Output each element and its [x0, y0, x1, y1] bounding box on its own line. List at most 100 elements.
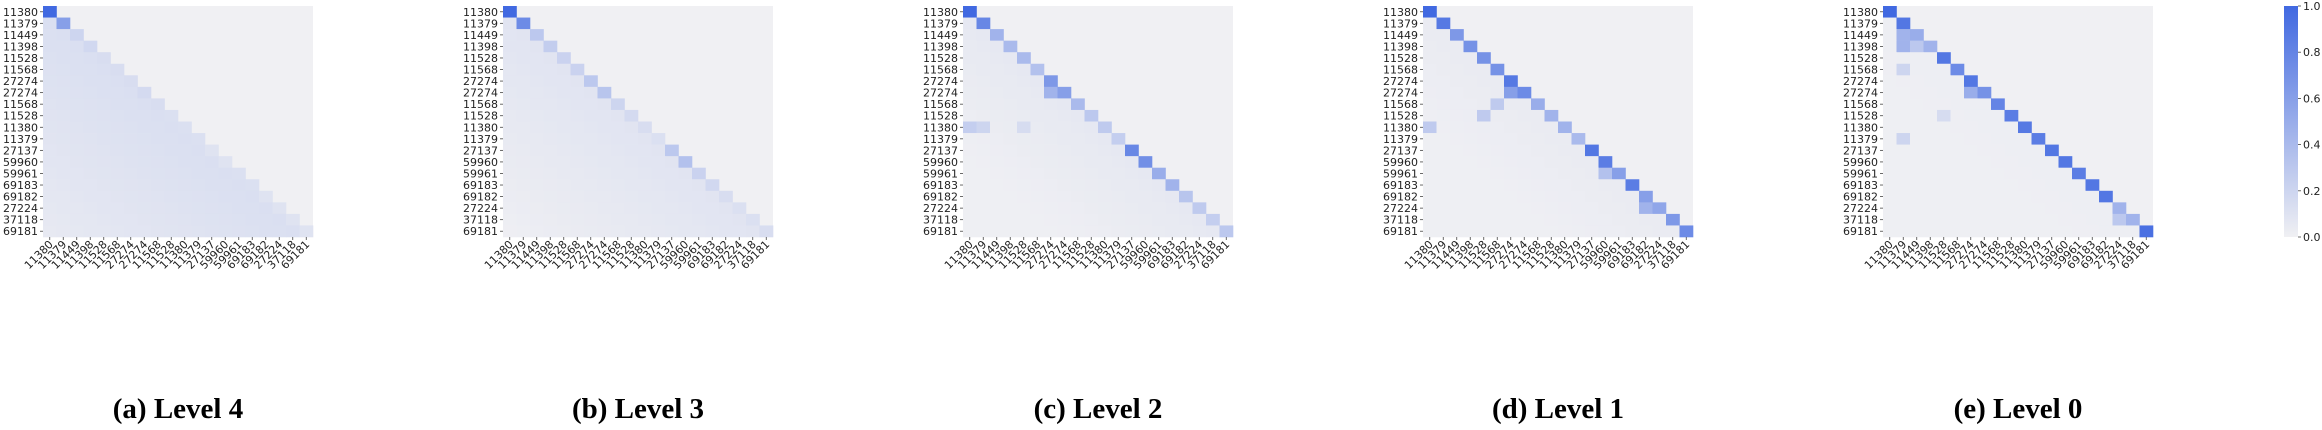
- heatmap-cell: [2018, 225, 2032, 238]
- heatmap-cell: [1423, 52, 1437, 65]
- heatmap-cell: [97, 109, 111, 122]
- heatmap-cell: [530, 86, 544, 99]
- heatmap-cell: [1057, 225, 1072, 238]
- heatmap-cell: [205, 167, 219, 180]
- heatmap-cell: [2058, 225, 2073, 238]
- heatmap-cell: [2004, 167, 2019, 180]
- heatmap-cell: [1030, 121, 1045, 134]
- panels-group: 1138011379114491139811528115682727427274…: [3, 6, 2154, 425]
- heatmap-cell: [705, 202, 720, 215]
- heatmap-cell: [56, 109, 71, 122]
- heatmap-cell: [1423, 213, 1437, 226]
- heatmap-cell: [2018, 202, 2032, 215]
- heatmap-cell: [1423, 63, 1437, 76]
- heatmap-cell: [963, 156, 977, 168]
- heatmap-cell: [43, 144, 57, 157]
- heatmap-cell: [2099, 213, 2113, 226]
- heatmap-cell: [151, 179, 165, 192]
- heatmap-cell: [1030, 98, 1045, 111]
- heatmap-cell: [2058, 156, 2073, 168]
- heatmap-cell: [164, 109, 179, 122]
- heatmap-cell: [990, 29, 1004, 41]
- heatmap-cell: [1017, 144, 1031, 157]
- heatmap-cell: [1883, 190, 1897, 203]
- heatmap-cell: [286, 213, 300, 226]
- y-tick-label: 27137: [3, 144, 38, 157]
- heatmap-cell: [1477, 202, 1491, 215]
- heatmap-cell: [1883, 17, 1897, 30]
- heatmap-cell: [1571, 167, 1586, 180]
- heatmap-cell: [1450, 213, 1464, 226]
- heatmap-cell: [976, 167, 991, 180]
- heatmap-cell: [1003, 40, 1018, 53]
- heatmap-cell: [1964, 121, 1978, 134]
- heatmap-cell: [516, 213, 531, 226]
- heatmap-cell: [1436, 225, 1451, 238]
- panel-caption: (d) Level 1: [1492, 393, 1624, 425]
- heatmap-cell: [2004, 144, 2019, 157]
- heatmap-cell: [1504, 75, 1518, 88]
- heatmap-cell: [43, 86, 57, 99]
- heatmap-cell: [1450, 63, 1464, 76]
- heatmap-cell: [1598, 179, 1613, 192]
- heatmap-cell: [543, 144, 558, 157]
- heatmap-cell: [1937, 202, 1951, 215]
- heatmap-cell: [651, 167, 666, 180]
- heatmap-cell: [584, 179, 598, 192]
- heatmap-cell: [976, 213, 991, 226]
- heatmap-cell: [70, 109, 84, 122]
- panel-caption: (b) Level 3: [572, 393, 704, 425]
- y-tick-label: 11449: [923, 29, 958, 42]
- heatmap-cell: [516, 86, 531, 99]
- heatmap-cell: [97, 213, 111, 226]
- heatmap-cell: [1057, 86, 1072, 99]
- heatmap-cell: [1991, 213, 2005, 226]
- heatmap-cell: [1504, 213, 1518, 226]
- heatmap-cell: [1125, 144, 1139, 157]
- heatmap-cell: [1558, 179, 1572, 192]
- heatmap-cell: [1138, 202, 1153, 215]
- heatmap-cell: [97, 98, 111, 111]
- heatmap-cell: [1977, 225, 1992, 238]
- heatmap-cell: [178, 144, 192, 157]
- heatmap-cell: [1463, 179, 1478, 192]
- heatmap-cell: [1625, 202, 1640, 215]
- heatmap-cell: [232, 202, 246, 215]
- heatmap-cell: [83, 202, 98, 215]
- heatmap-cell: [1896, 98, 1911, 111]
- heatmap-cell: [2072, 179, 2086, 192]
- heatmap-cell: [1531, 213, 1545, 226]
- heatmap-cell: [692, 202, 706, 215]
- heatmap-cell: [110, 213, 125, 226]
- heatmap-cell: [1450, 133, 1464, 145]
- heatmap-cell: [990, 213, 1004, 226]
- heatmap-cell: [1030, 75, 1045, 88]
- y-tick-label: 59961: [1843, 167, 1878, 180]
- heatmap-cell: [232, 179, 246, 192]
- heatmap-cell: [570, 133, 585, 145]
- heatmap-cell: [1910, 121, 1924, 134]
- heatmap-cell: [990, 225, 1004, 238]
- heatmap-cell: [1165, 179, 1180, 192]
- heatmap-cell: [1964, 179, 1978, 192]
- heatmap-cell: [1463, 144, 1478, 157]
- y-tick-label: 11379: [923, 17, 958, 30]
- heatmap-cell: [1517, 98, 1532, 111]
- heatmap-cell: [1977, 121, 1992, 134]
- heatmap-cell: [530, 167, 544, 180]
- heatmap-cell: [1517, 190, 1532, 203]
- heatmap-cell: [963, 133, 977, 145]
- heatmap-cell: [137, 225, 152, 238]
- heatmap-cell: [56, 29, 71, 41]
- heatmap-cell: [1017, 98, 1031, 111]
- heatmap-cell: [151, 225, 165, 238]
- y-tick-label: 59960: [923, 156, 958, 169]
- heatmap-cell: [1923, 156, 1938, 168]
- heatmap-cell: [43, 156, 57, 168]
- y-tick-label: 27137: [463, 144, 498, 157]
- heatmap-cell: [1044, 156, 1058, 168]
- heatmap-cell: [543, 179, 558, 192]
- heatmap-cell: [1531, 179, 1545, 192]
- heatmap-cell: [1558, 156, 1572, 168]
- heatmap-cell: [2058, 213, 2073, 226]
